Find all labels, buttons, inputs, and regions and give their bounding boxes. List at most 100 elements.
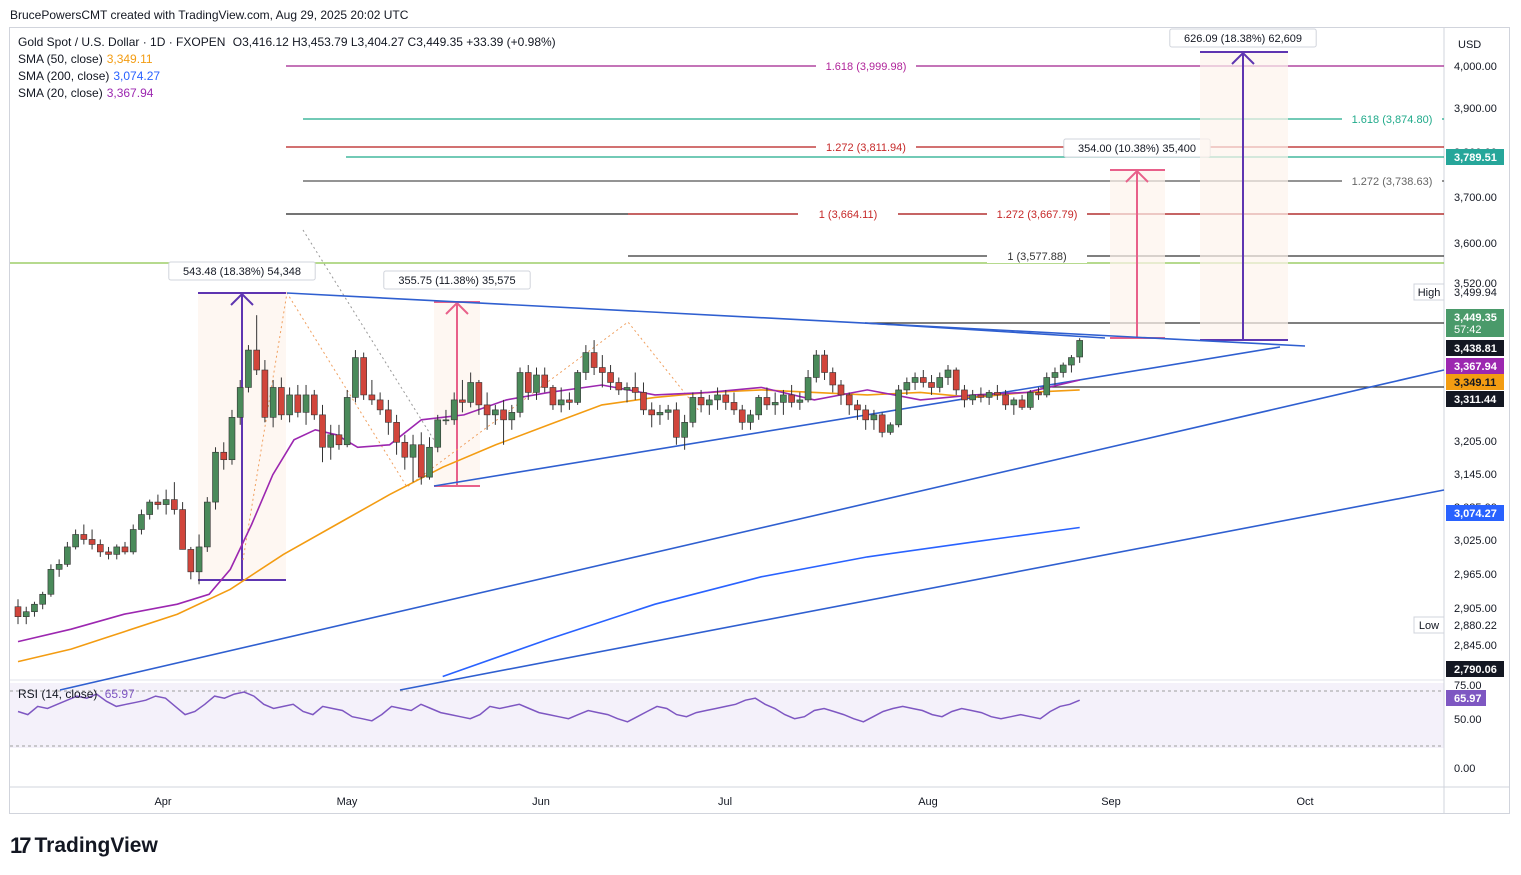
candle-body: [961, 389, 968, 401]
time-tick: Jul: [718, 796, 732, 808]
candle-body: [385, 409, 392, 423]
measure-label: 354.00 (10.38%) 35,400: [1078, 143, 1196, 155]
candle-body: [450, 399, 458, 421]
sma200-label: SMA (200, close): [18, 69, 110, 83]
measure-label-bg: [1169, 28, 1317, 48]
candle-body: [936, 377, 944, 388]
measure-label: 626.09 (18.38%) 62,609: [1184, 33, 1302, 45]
fib-label-bg: [1342, 112, 1442, 126]
candle-body: [47, 569, 55, 595]
price-label: 3,438.81: [1454, 343, 1497, 355]
candle-body: [327, 434, 335, 448]
candle-body: [113, 546, 121, 555]
tradingview-logo-icon: 17: [10, 833, 32, 858]
candle-body: [179, 509, 186, 550]
candle-body: [459, 399, 466, 403]
measure-label-bg: [383, 270, 531, 290]
candle-body: [541, 374, 549, 388]
candle-body: [286, 394, 293, 416]
sma50-value: 3,349.11: [106, 52, 153, 66]
candle-body: [1010, 399, 1018, 406]
rsi-band: [10, 683, 1444, 748]
price-tick: 3,025.00: [1454, 535, 1497, 547]
candle-body: [1059, 364, 1067, 373]
legend-sma50[interactable]: SMA (50, close) 3,349.11: [18, 51, 556, 68]
candle-body: [969, 394, 976, 401]
tradingview-logo[interactable]: 17 TradingView: [10, 833, 158, 859]
candle-body: [121, 546, 129, 553]
candle-body: [195, 546, 203, 573]
legend-sma20[interactable]: SMA (20, close) 3,367.94: [18, 85, 556, 102]
rsi-tick: 75.00: [1454, 680, 1482, 692]
price-label-bg: [1446, 358, 1504, 374]
price-tick: 2,905.00: [1454, 603, 1497, 615]
candle-body: [442, 419, 450, 422]
candle-body: [870, 414, 878, 421]
fib-label-bg: [987, 207, 1087, 221]
candle-body: [985, 392, 993, 398]
candle-body: [763, 397, 771, 406]
candle-body: [821, 354, 828, 373]
candle-body: [426, 446, 433, 478]
measure-label-bg: [168, 261, 316, 281]
rsi-legend[interactable]: RSI (14, close) 65.97: [18, 687, 135, 701]
sma200-value: 3,074.27: [113, 69, 161, 83]
candle-body: [64, 546, 71, 565]
sma20-label: SMA (20, close): [18, 86, 103, 100]
price-tick: 4,000.00: [1454, 61, 1497, 73]
candle-body: [648, 409, 656, 416]
candle-body: [212, 451, 219, 503]
axis-tag: High: [1418, 287, 1441, 299]
measure-label: 355.75 (11.38%) 35,575: [398, 275, 515, 287]
candle-body: [919, 377, 927, 383]
candle-body: [294, 394, 302, 413]
candle-body: [1026, 392, 1034, 408]
measure-label: 543.48 (18.38%) 54,348: [183, 266, 301, 278]
price-label: 3,789.51: [1454, 152, 1497, 164]
candle-body: [599, 367, 606, 373]
time-tick: May: [337, 796, 358, 808]
candle-body: [146, 501, 153, 515]
candle-body: [706, 399, 713, 406]
candle-body: [343, 397, 351, 446]
candle-body: [845, 394, 853, 406]
candle-body: [269, 387, 277, 418]
axis-tag-value: 2,880.22: [1454, 620, 1497, 632]
trendline: [399, 489, 1445, 691]
symbol-title[interactable]: Gold Spot / U.S. Dollar · 1D · FXOPEN: [18, 35, 226, 49]
currency-label: USD: [1458, 39, 1481, 51]
candle-body: [714, 394, 721, 401]
candle-body: [39, 593, 46, 605]
candle-body: [360, 357, 367, 396]
candle-body: [755, 397, 763, 416]
candle-body: [747, 414, 754, 423]
time-tick: Jun: [532, 796, 550, 808]
rsi-label: RSI (14, close): [18, 687, 98, 701]
sma200-line: [442, 526, 1080, 678]
candle-body: [977, 394, 985, 398]
legend-sma200[interactable]: SMA (200, close) 3,074.27: [18, 68, 556, 85]
candle-body: [368, 394, 376, 401]
candle-body: [31, 603, 38, 613]
candle-body: [557, 399, 565, 406]
candle-body: [483, 404, 491, 416]
candle-body: [722, 394, 730, 403]
price-label: 3,074.27: [1454, 508, 1497, 520]
candle-body: [236, 387, 244, 418]
candle-body: [656, 412, 664, 416]
price-label-bg: [1446, 340, 1504, 356]
candle-body: [302, 394, 310, 413]
candle-body: [804, 377, 812, 401]
candle-body: [393, 422, 400, 443]
candle-body: [154, 501, 162, 505]
trendline: [286, 292, 1306, 347]
candle-body: [1035, 392, 1042, 396]
price-tick: 3,145.00: [1454, 469, 1497, 481]
candle-body: [697, 397, 705, 406]
fib-label-bg: [987, 249, 1087, 263]
trendline: [59, 369, 1445, 691]
fib-label: 1.272 (3,811.94): [826, 142, 906, 154]
ohlc-values: O3,416.12 H3,453.79 L3,404.27 C3,449.35 …: [232, 35, 556, 49]
price-label-bg: [1446, 505, 1504, 521]
